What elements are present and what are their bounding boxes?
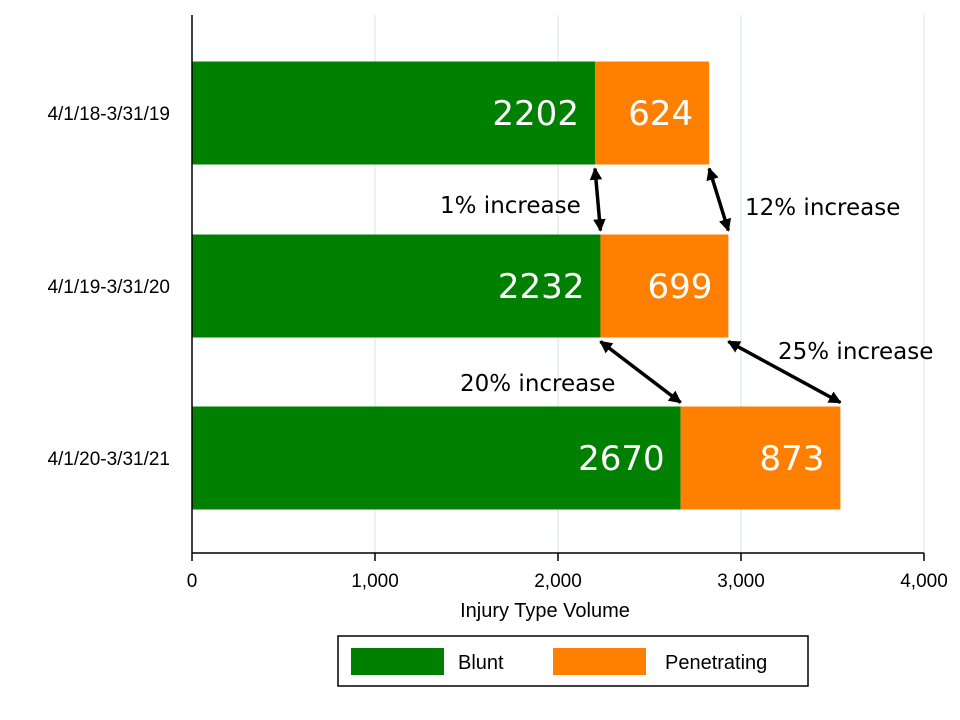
data-label-penetrating-3: 873 xyxy=(759,439,824,479)
bar-penetrating-1 xyxy=(594,61,710,165)
x-tick-label: 0 xyxy=(187,571,198,592)
legend-label-blunt: Blunt xyxy=(458,652,504,674)
bars: 2202 624 2232 699 2670 873 xyxy=(192,61,841,510)
annotations: 1% increase 12% increase 20% increase 25% i… xyxy=(440,167,933,405)
data-label-penetrating-2: 699 xyxy=(647,267,712,307)
legend-swatch-blunt xyxy=(351,648,444,675)
legend-label-penetrating: Penetrating xyxy=(665,652,767,674)
bar-penetrating-2 xyxy=(600,234,729,338)
category-label: 4/1/18-3/31/19 xyxy=(47,104,170,125)
data-label-blunt-1: 2202 xyxy=(492,94,579,134)
x-axis-title: Injury Type Volume xyxy=(460,600,630,622)
annotation-label: 12% increase xyxy=(745,195,900,221)
x-tick-label: 2,000 xyxy=(534,571,582,592)
data-label-blunt-2: 2232 xyxy=(498,267,585,307)
category-label: 4/1/19-3/31/20 xyxy=(47,277,170,298)
legend-swatch-penetrating xyxy=(553,648,646,675)
annotation-arrow xyxy=(706,167,732,232)
bar-blunt-1 xyxy=(192,61,595,165)
annotation-label: 25% increase xyxy=(778,339,933,365)
legend: Blunt Penetrating xyxy=(337,635,809,687)
bar-penetrating-3 xyxy=(680,406,841,510)
category-label: 4/1/20-3/31/21 xyxy=(47,449,170,470)
data-label-blunt-3: 2670 xyxy=(578,439,665,479)
annotation-arrow xyxy=(589,167,606,232)
x-tick-label: 1,000 xyxy=(351,571,399,592)
annotation-arrow xyxy=(727,339,842,405)
annotation-label: 1% increase xyxy=(440,193,581,219)
x-tick-label: 3,000 xyxy=(717,571,765,592)
annotation-arrow xyxy=(599,340,682,404)
data-label-penetrating-1: 624 xyxy=(628,94,693,134)
annotation-label: 20% increase xyxy=(460,371,615,397)
bar-blunt-3 xyxy=(192,406,681,510)
axes: 4/1/18-3/31/19 4/1/19-3/31/20 4/1/20-3/31/… xyxy=(47,15,948,622)
x-tick-label: 4,000 xyxy=(900,571,948,592)
bar-blunt-2 xyxy=(192,234,601,338)
